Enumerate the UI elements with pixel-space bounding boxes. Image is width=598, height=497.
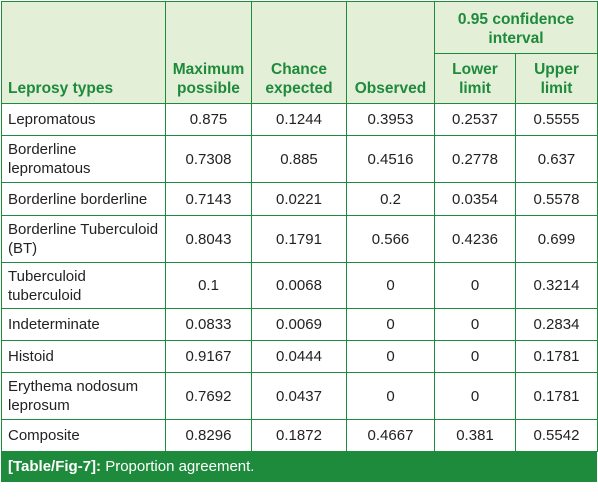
header-lower-limit: Lower limit xyxy=(434,53,516,104)
upper-limit-cell: 0.1781 xyxy=(515,372,598,420)
table-row: Indeterminate 0.0833 0.0069 0 0 0.2834 xyxy=(1,308,598,341)
upper-limit-cell: 0.699 xyxy=(515,215,598,263)
leprosy-type-cell: Borderline Tuberculoid (BT) xyxy=(1,215,166,263)
leprosy-type-cell: Tuberculoid tuberculoid xyxy=(1,262,166,309)
header-upper-limit: Upper limit xyxy=(515,53,598,104)
maximum-possible-cell: 0.7692 xyxy=(165,372,252,420)
observed-cell: 0.2 xyxy=(346,182,435,216)
table-row: Borderline borderline 0.7143 0.0221 0.2 0.03… xyxy=(1,182,598,216)
table-row: Lepromatous 0.875 0.1244 0.3953 0.2537 0.5555 xyxy=(1,103,598,136)
observed-cell: 0.4667 xyxy=(346,419,435,452)
lower-limit-cell: 0 xyxy=(434,308,516,341)
header-observed: Observed xyxy=(346,1,435,104)
leprosy-type-cell: Histoid xyxy=(1,340,166,373)
table-body: Lepromatous 0.875 0.1244 0.3953 0.2537 0.5555… xyxy=(1,103,598,452)
maximum-possible-cell: 0.9167 xyxy=(165,340,252,373)
lower-limit-cell: 0.4236 xyxy=(434,215,516,263)
chance-expected-cell: 0.0068 xyxy=(251,262,347,309)
lower-limit-cell: 0.2778 xyxy=(434,135,516,183)
upper-limit-cell: 0.637 xyxy=(515,135,598,183)
observed-cell: 0.4516 xyxy=(346,135,435,183)
lower-limit-cell: 0.381 xyxy=(434,419,516,452)
maximum-possible-cell: 0.8296 xyxy=(165,419,252,452)
caption-text: Proportion agreement. xyxy=(105,458,255,475)
chance-expected-cell: 0.0221 xyxy=(251,182,347,216)
leprosy-type-cell: Erythema nodosum leprosum xyxy=(1,372,166,420)
observed-cell: 0 xyxy=(346,262,435,309)
maximum-possible-cell: 0.8043 xyxy=(165,215,252,263)
chance-expected-cell: 0.0437 xyxy=(251,372,347,420)
observed-cell: 0.3953 xyxy=(346,103,435,136)
table-row: Histoid 0.9167 0.0444 0 0 0.1781 xyxy=(1,340,598,373)
table-row: Borderline lepromatous 0.7308 0.885 0.4516 0… xyxy=(1,135,598,183)
leprosy-type-cell: Lepromatous xyxy=(1,103,166,136)
table-row: Borderline Tuberculoid (BT) 0.8043 0.1791 0… xyxy=(1,215,598,263)
upper-limit-cell: 0.3214 xyxy=(515,262,598,309)
upper-limit-cell: 0.2834 xyxy=(515,308,598,341)
table-header: Leprosy types Maximum possible Chance ex… xyxy=(1,1,598,104)
table-row: Tuberculoid tuberculoid 0.1 0.0068 0 0 0.3214 xyxy=(1,262,598,309)
leprosy-type-cell: Borderline lepromatous xyxy=(1,135,166,183)
upper-limit-cell: 0.5542 xyxy=(515,419,598,452)
lower-limit-cell: 0.0354 xyxy=(434,182,516,216)
lower-limit-cell: 0 xyxy=(434,372,516,420)
upper-limit-cell: 0.5555 xyxy=(515,103,598,136)
leprosy-type-cell: Composite xyxy=(1,419,166,452)
chance-expected-cell: 0.0069 xyxy=(251,308,347,341)
observed-cell: 0.566 xyxy=(346,215,435,263)
upper-limit-cell: 0.1781 xyxy=(515,340,598,373)
chance-expected-cell: 0.1872 xyxy=(251,419,347,452)
leprosy-type-cell: Borderline borderline xyxy=(1,182,166,216)
proportion-agreement-table: Leprosy types Maximum possible Chance ex… xyxy=(1,1,598,452)
maximum-possible-cell: 0.0833 xyxy=(165,308,252,341)
lower-limit-cell: 0 xyxy=(434,340,516,373)
lower-limit-cell: 0 xyxy=(434,262,516,309)
leprosy-type-cell: Indeterminate xyxy=(1,308,166,341)
chance-expected-cell: 0.885 xyxy=(251,135,347,183)
header-chance-expected: Chance expected xyxy=(251,1,347,104)
table-row: Erythema nodosum leprosum 0.7692 0.0437 0 0 0… xyxy=(1,372,598,420)
maximum-possible-cell: 0.7308 xyxy=(165,135,252,183)
table-caption: [Table/Fig-7]: Proportion agreement. xyxy=(1,452,597,482)
chance-expected-cell: 0.1244 xyxy=(251,103,347,136)
table-row: Composite 0.8296 0.1872 0.4667 0.381 0.5542 xyxy=(1,419,598,452)
header-leprosy-types: Leprosy types xyxy=(1,1,166,104)
upper-limit-cell: 0.5578 xyxy=(515,182,598,216)
chance-expected-cell: 0.1791 xyxy=(251,215,347,263)
lower-limit-cell: 0.2537 xyxy=(434,103,516,136)
maximum-possible-cell: 0.875 xyxy=(165,103,252,136)
maximum-possible-cell: 0.7143 xyxy=(165,182,252,216)
observed-cell: 0 xyxy=(346,340,435,373)
observed-cell: 0 xyxy=(346,372,435,420)
chance-expected-cell: 0.0444 xyxy=(251,340,347,373)
observed-cell: 0 xyxy=(346,308,435,341)
maximum-possible-cell: 0.1 xyxy=(165,262,252,309)
caption-label: [Table/Fig-7]: xyxy=(8,458,102,475)
header-confidence-interval: 0.95 confidence interval xyxy=(434,1,598,54)
header-maximum-possible: Maximum possible xyxy=(165,1,252,104)
